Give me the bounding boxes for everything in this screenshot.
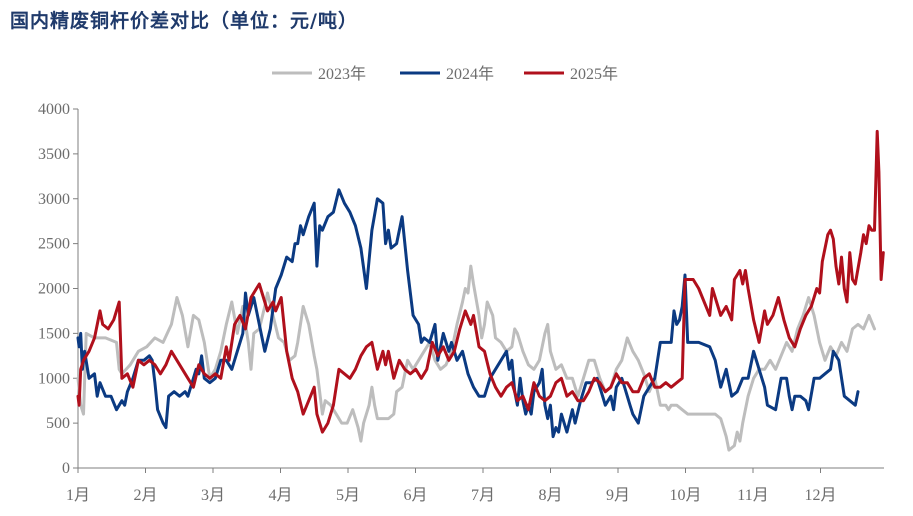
- legend-label-3: 2025年: [570, 65, 618, 83]
- legend: 2023年 2024年 2025年: [272, 65, 618, 83]
- y-tick-label: 1000: [38, 370, 70, 387]
- y-tick-label: 3000: [38, 191, 70, 208]
- x-tick-label: 11月: [737, 487, 768, 504]
- x-tick-label: 4月: [268, 487, 292, 504]
- x-tick-label: 10月: [669, 487, 701, 504]
- x-tick-label: 7月: [471, 487, 495, 504]
- x-tick-label: 12月: [804, 487, 836, 504]
- y-tick-label: 1500: [38, 325, 70, 342]
- x-tick-label: 9月: [606, 487, 630, 504]
- legend-label-1: 2023年: [318, 65, 366, 83]
- y-tick-label: 4000: [38, 101, 70, 118]
- y-tick-label: 3500: [38, 146, 70, 163]
- x-tick-label: 8月: [538, 487, 562, 504]
- x-axis: 1月 2月 3月 4月 5月 6月 7月 8月 9月 10月 11月 12月: [66, 467, 884, 504]
- plot-area: [76, 129, 885, 452]
- series-line-1: [76, 264, 876, 452]
- legend-label-2: 2024年: [446, 65, 494, 83]
- x-tick-label: 1月: [66, 487, 90, 504]
- y-tick-label: 2000: [38, 281, 70, 298]
- y-axis: 0 500 1000 1500 2000 2500 3000 3500 4000: [38, 101, 79, 477]
- series-line-2: [76, 188, 860, 439]
- series-line-3: [76, 129, 885, 434]
- x-tick-label: 5月: [336, 487, 360, 504]
- y-tick-label: 500: [46, 415, 70, 432]
- x-tick-label: 2月: [133, 487, 157, 504]
- x-tick-label: 6月: [403, 487, 427, 504]
- y-tick-label: 2500: [38, 236, 70, 253]
- y-tick-label: 0: [62, 460, 70, 477]
- chart-title: 国内精废铜杆价差对比（单位：元/吨）: [10, 10, 358, 32]
- x-tick-label: 3月: [201, 487, 225, 504]
